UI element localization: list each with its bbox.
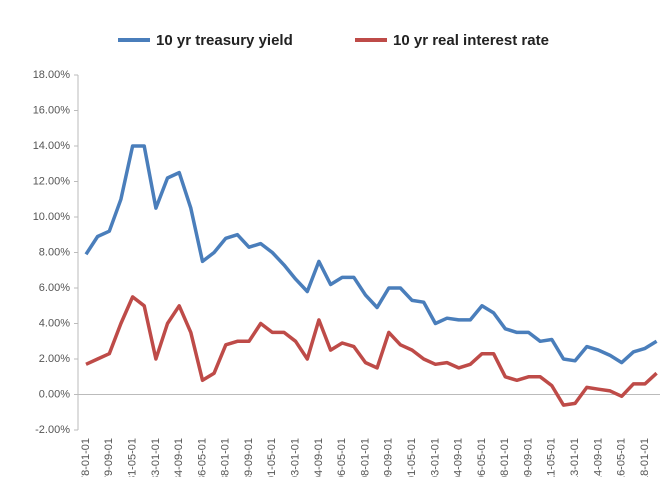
x-tick-label: 1981-05-01 — [126, 438, 138, 477]
x-tick-label: 2014-09-01 — [592, 438, 604, 477]
y-tick-label: 0.00% — [39, 388, 70, 400]
y-tick-label: 10.00% — [33, 211, 71, 223]
y-tick-label: 18.00% — [33, 69, 71, 81]
x-tick-label: 1978-01-01 — [80, 438, 92, 477]
x-tick-label: 1984-09-01 — [173, 438, 185, 477]
x-tick-label: 1986-05-01 — [196, 438, 208, 477]
x-tick-label: 1993-01-01 — [290, 438, 302, 477]
series-line — [85, 295, 658, 407]
legend-label: 10 yr treasury yield — [156, 32, 293, 49]
x-tick-label: 1979-09-01 — [103, 438, 115, 477]
x-tick-label: 2003-01-01 — [429, 438, 441, 477]
y-tick-label: 6.00% — [39, 282, 70, 294]
x-tick-label: 1991-05-01 — [266, 438, 278, 477]
y-tick-label: 2.00% — [39, 353, 70, 365]
x-tick-label: 2011-05-01 — [546, 438, 558, 477]
y-tick-label: 4.00% — [39, 317, 70, 329]
x-tick-label: 2018-01-01 — [639, 438, 651, 477]
x-tick-label: 1999-09-01 — [383, 438, 395, 477]
x-tick-label: 1988-01-01 — [220, 438, 232, 477]
y-tick-label: 12.00% — [33, 175, 71, 187]
x-tick-label: 2013-01-01 — [569, 438, 581, 477]
y-tick-label: 14.00% — [33, 140, 71, 152]
x-tick-label: 2009-09-01 — [522, 438, 534, 477]
x-tick-label: 1998-01-01 — [359, 438, 371, 477]
x-tick-label: 1983-01-01 — [150, 438, 162, 477]
x-tick-label: 2008-01-01 — [499, 438, 511, 477]
x-tick-label: 1989-09-01 — [243, 438, 255, 477]
series-line — [84, 144, 658, 365]
x-tick-label: 2004-09-01 — [453, 438, 465, 477]
legend: 10 yr treasury yield 10 yr real interest… — [118, 32, 549, 49]
x-tick-label: 1994-09-01 — [313, 438, 325, 477]
x-tick-label: 1996-05-01 — [336, 438, 348, 477]
y-tick-label: 16.00% — [33, 104, 71, 116]
y-tick-label: -2.00% — [35, 424, 70, 436]
legend-label: 10 yr real interest rate — [393, 32, 549, 49]
x-tick-label: 2001-05-01 — [406, 438, 418, 477]
y-tick-label: 8.00% — [39, 246, 70, 258]
x-tick-label: 2006-05-01 — [476, 438, 488, 477]
x-tick-label: 2016-05-01 — [616, 438, 628, 477]
